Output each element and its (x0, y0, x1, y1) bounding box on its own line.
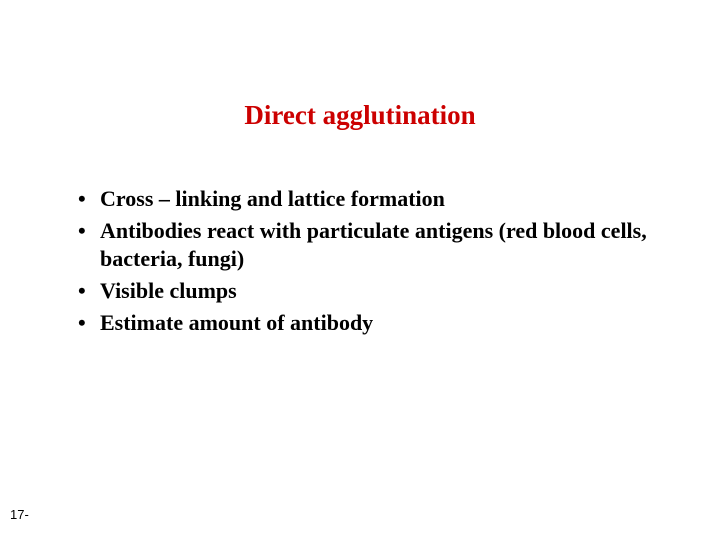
list-item: Antibodies react with particulate antige… (70, 217, 670, 273)
list-item: Visible clumps (70, 277, 670, 305)
list-item: Cross – linking and lattice formation (70, 185, 670, 213)
slide-body: Cross – linking and lattice formation An… (70, 185, 670, 341)
bullet-list: Cross – linking and lattice formation An… (70, 185, 670, 337)
slide-title: Direct agglutination (0, 100, 720, 131)
list-item: Estimate amount of antibody (70, 309, 670, 337)
page-number: 17- (10, 507, 29, 522)
slide: Direct agglutination Cross – linking and… (0, 0, 720, 540)
